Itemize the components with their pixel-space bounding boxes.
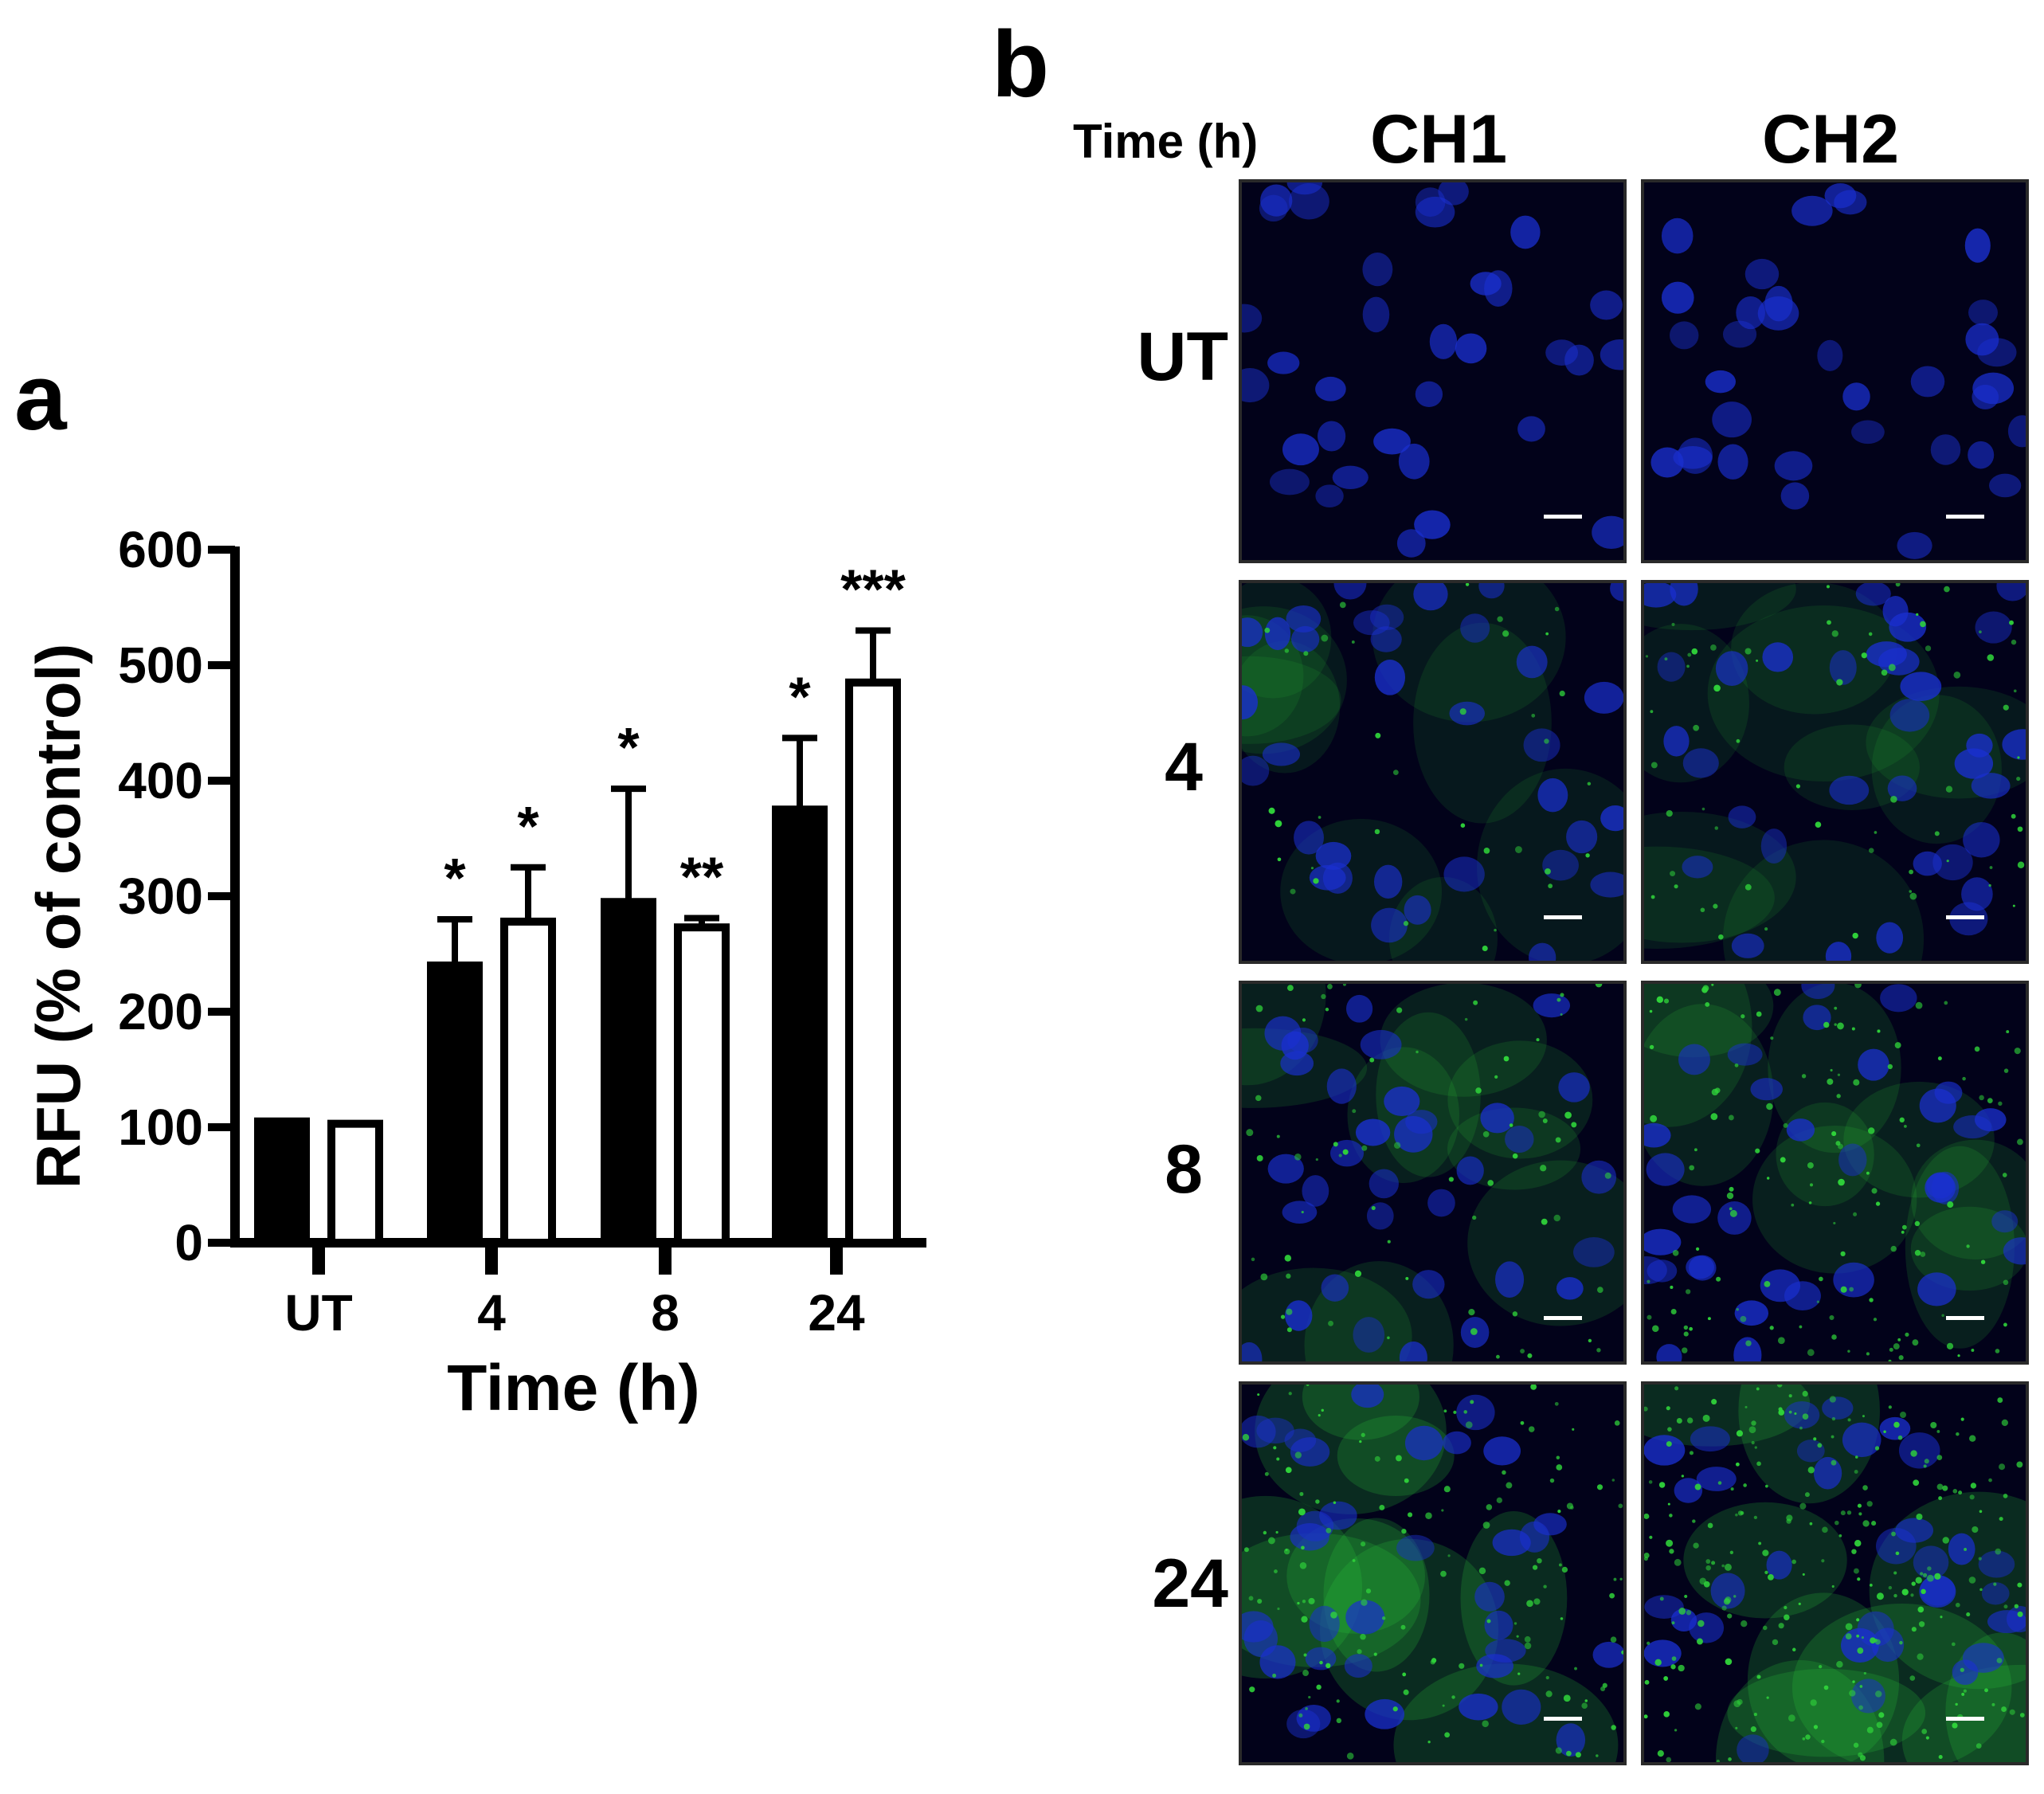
micrograph-ch1-24h bbox=[1239, 1381, 1627, 1765]
bar bbox=[772, 805, 828, 1247]
significance-marker: * bbox=[517, 795, 539, 857]
micrograph-ch2-ut bbox=[1641, 179, 2029, 563]
micrograph-ch1-8h bbox=[1239, 981, 1627, 1365]
x-tick-label: UT bbox=[284, 1284, 352, 1342]
significance-marker: ** bbox=[680, 846, 724, 908]
x-tick-label: 24 bbox=[808, 1284, 865, 1342]
scale-bar bbox=[1946, 1717, 1984, 1721]
bar bbox=[674, 923, 730, 1248]
micrograph-image bbox=[1242, 1385, 1623, 1762]
micrograph-image bbox=[1242, 182, 1623, 558]
y-axis-title: RFU (% of control) bbox=[23, 644, 93, 1189]
micrograph-ch1-4h bbox=[1239, 580, 1627, 964]
bar bbox=[327, 1119, 383, 1248]
micrograph-image bbox=[1644, 583, 2026, 961]
y-tick-label: 600 bbox=[118, 521, 203, 578]
scale-bar bbox=[1544, 1316, 1582, 1320]
significance-marker: * bbox=[789, 665, 811, 727]
column-header-ch2: CH2 bbox=[1762, 101, 1900, 178]
scale-bar bbox=[1946, 915, 1984, 919]
y-tick-label: 500 bbox=[118, 637, 203, 694]
significance-marker: * bbox=[617, 716, 640, 778]
x-tick-label: 4 bbox=[477, 1284, 506, 1342]
bar bbox=[500, 917, 556, 1248]
scale-bar bbox=[1946, 1316, 1984, 1320]
x-axis-title: Time (h) bbox=[447, 1352, 699, 1424]
micrograph-image bbox=[1644, 1385, 2026, 1762]
micrograph-ch2-4h bbox=[1641, 580, 2029, 964]
micrograph-ch2-8h bbox=[1641, 981, 2029, 1365]
significance-marker: * bbox=[444, 847, 466, 909]
micrograph-image bbox=[1242, 984, 1623, 1361]
significance-marker: *** bbox=[840, 558, 906, 621]
y-tick-label: 0 bbox=[174, 1214, 203, 1271]
panel-a-label: a bbox=[14, 345, 67, 450]
bar bbox=[427, 962, 483, 1247]
row-label-8h: 8 bbox=[1165, 1131, 1203, 1208]
micrograph-ch2-24h bbox=[1641, 1381, 2029, 1765]
y-tick-label: 200 bbox=[118, 983, 203, 1040]
scale-bar bbox=[1946, 515, 1984, 519]
x-tick-label: 8 bbox=[651, 1284, 679, 1342]
y-tick-label: 300 bbox=[118, 868, 203, 925]
time-column-header: Time (h) bbox=[1073, 115, 1259, 168]
micrograph-image bbox=[1644, 984, 2026, 1361]
micrograph-image bbox=[1242, 583, 1623, 961]
scale-bar bbox=[1544, 515, 1582, 519]
bar bbox=[254, 1117, 310, 1247]
micrograph-ch1-ut bbox=[1239, 179, 1627, 563]
scale-bar bbox=[1544, 1717, 1582, 1721]
scale-bar bbox=[1544, 915, 1582, 919]
micrograph-image bbox=[1650, 183, 2026, 559]
row-label-ut: UT bbox=[1137, 319, 1228, 395]
y-tick-label: 400 bbox=[118, 752, 203, 809]
row-label-4h: 4 bbox=[1165, 729, 1203, 805]
row-label-24h: 24 bbox=[1152, 1545, 1228, 1622]
bar bbox=[601, 898, 656, 1247]
panel-b-label: b bbox=[992, 12, 1050, 117]
column-header-ch1: CH1 bbox=[1370, 101, 1508, 178]
y-tick-label: 100 bbox=[118, 1099, 203, 1156]
bar bbox=[845, 678, 901, 1247]
